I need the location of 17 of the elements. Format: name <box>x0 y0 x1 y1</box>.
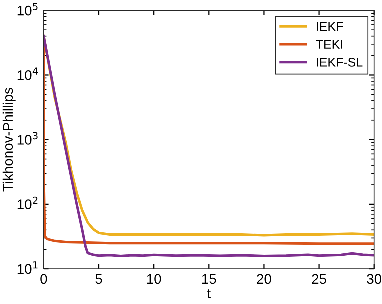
y-tick-label: 10$^{2}$ <box>18 196 38 210</box>
y-tick-label: 10$^{1}$ <box>18 262 38 274</box>
y-tick-label: 10$^{3}$ <box>18 132 38 145</box>
legend-label: TEKI <box>316 40 343 49</box>
x-tick-label: 15 <box>202 274 216 284</box>
x-tick-label: 20 <box>257 274 272 284</box>
legend-label: IEKF <box>317 22 344 31</box>
x-tick-label: 25 <box>312 274 326 284</box>
legend-label: IEKF-SL <box>317 58 363 67</box>
x-tick-label: 0 <box>40 274 48 284</box>
y-axis-title: Tikhonov-Phillips <box>2 88 16 192</box>
x-tick-label: 30 <box>367 274 382 284</box>
x-axis-title: t <box>207 289 211 298</box>
x-tick-label: 5 <box>96 274 102 284</box>
x-tick-label: 10 <box>147 274 162 284</box>
y-tick-label: 10$^{5}$ <box>18 3 38 16</box>
y-tick-label: 10$^{4}$ <box>18 68 38 80</box>
